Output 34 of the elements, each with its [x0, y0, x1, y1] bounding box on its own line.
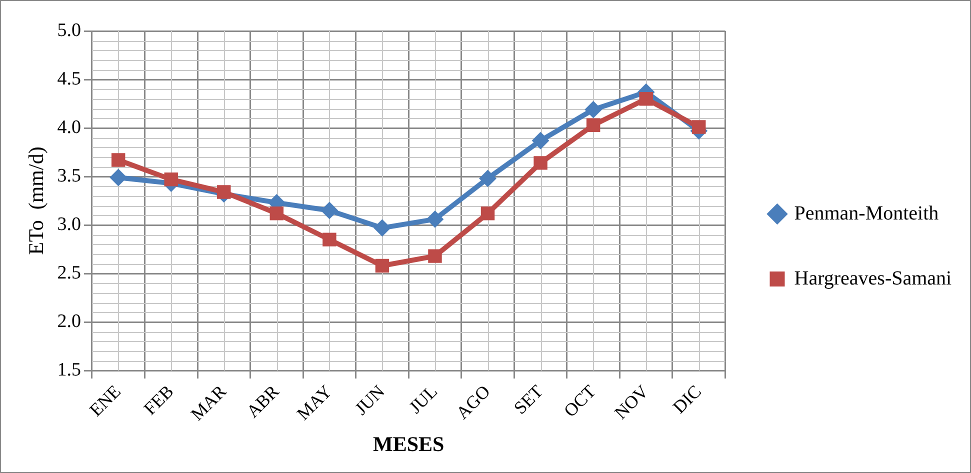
point — [532, 132, 550, 150]
point — [639, 92, 653, 106]
x-tick-label: JUL — [405, 381, 442, 418]
y-tick-label: 2.5 — [57, 262, 81, 284]
point — [111, 153, 126, 167]
y-tick-label: 3.0 — [57, 214, 81, 235]
point — [320, 202, 338, 219]
point — [164, 172, 178, 186]
point — [270, 206, 284, 220]
y-tick-label: 3.5 — [57, 165, 81, 186]
y-tick-label: 2.0 — [57, 311, 81, 332]
x-axis-title: MESES — [373, 432, 444, 456]
point — [428, 249, 442, 263]
x-tick-label: SET — [510, 381, 547, 418]
point — [374, 219, 391, 236]
point — [322, 232, 336, 246]
x-tick-label: FEB — [140, 381, 178, 419]
y-axis-title: ETo (mm/d) — [24, 146, 48, 255]
point — [479, 170, 496, 187]
y-tick-label: 4.0 — [57, 116, 81, 138]
point — [375, 258, 390, 273]
point — [480, 206, 495, 220]
point — [586, 118, 600, 132]
legend-label: Hargreaves-Samani — [794, 267, 952, 290]
y-tick-label: 1.5 — [57, 360, 81, 381]
point — [584, 101, 602, 118]
point — [692, 120, 706, 134]
y-tick-label: 4.5 — [57, 68, 81, 90]
y-tick-label: 5.0 — [57, 20, 81, 41]
x-tick-label: DIC — [668, 381, 706, 418]
point — [534, 156, 548, 170]
point — [426, 210, 444, 228]
legend-label: Penman-Monteith — [794, 202, 939, 224]
point — [110, 168, 127, 186]
